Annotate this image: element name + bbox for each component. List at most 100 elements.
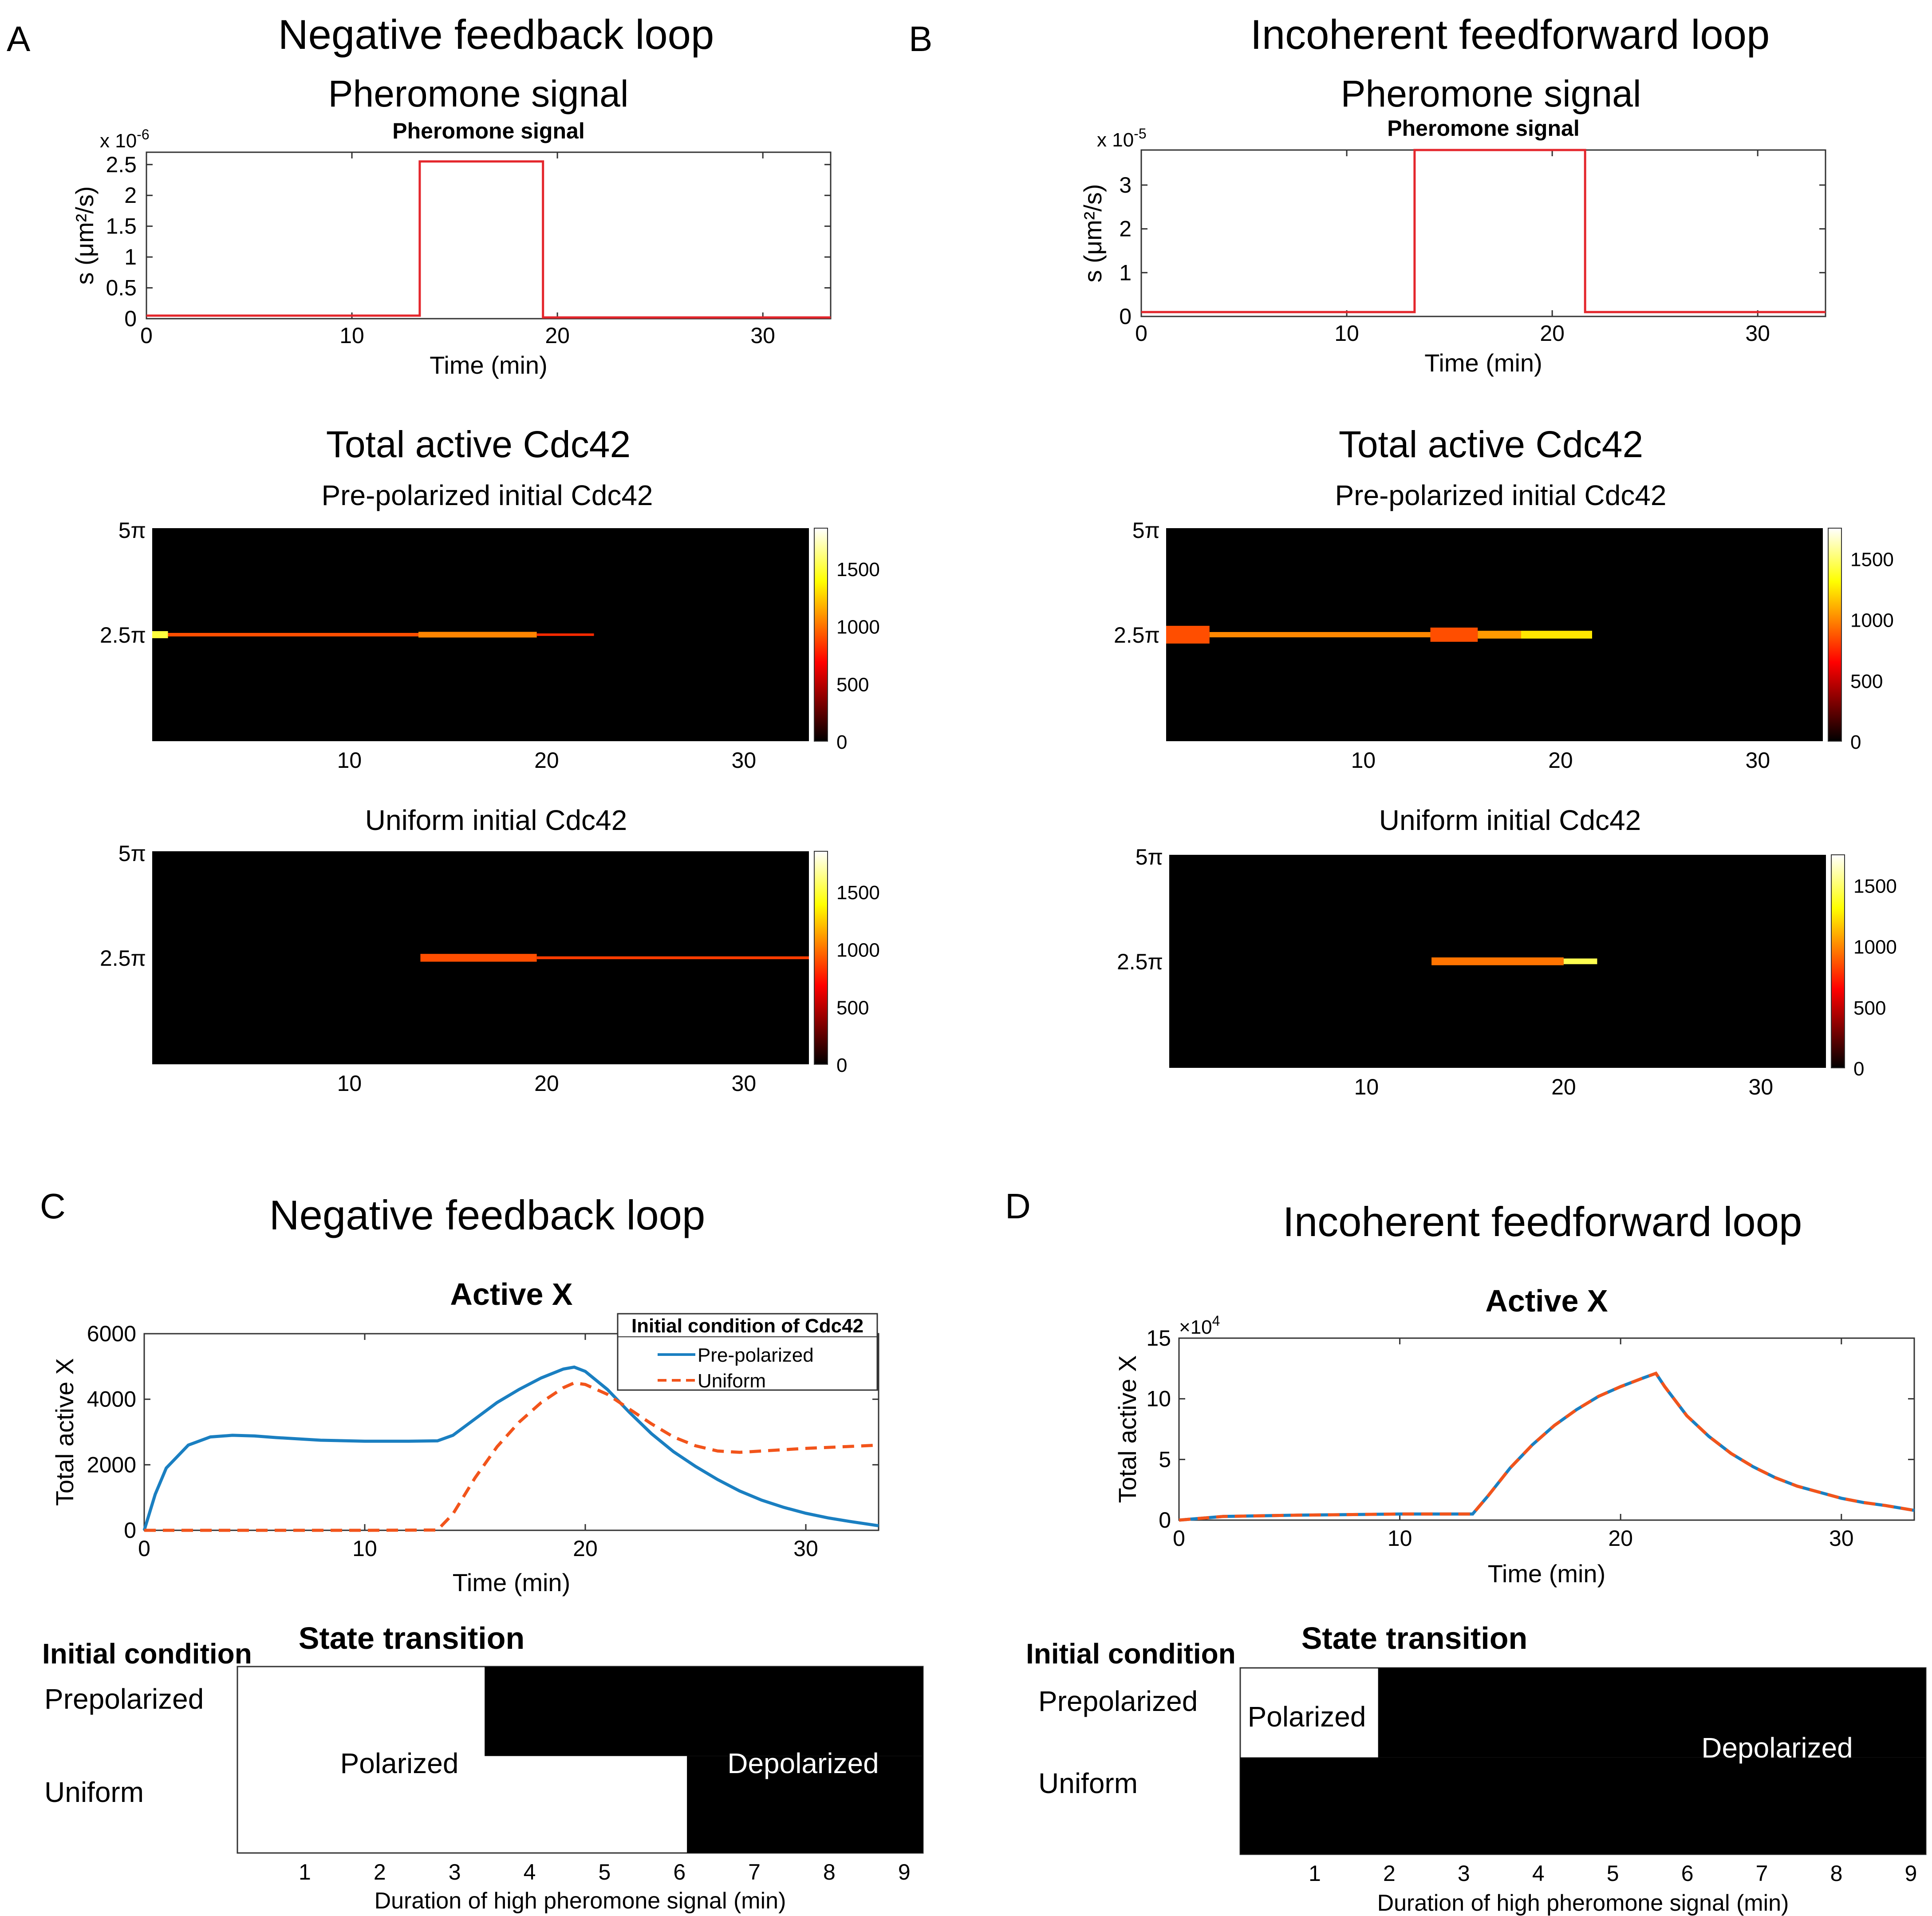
x-tick-label: 10	[339, 323, 364, 348]
heatmap-band-segment	[1563, 958, 1597, 964]
state-title: State transition	[299, 1621, 525, 1655]
x-tick-label: 0	[1135, 321, 1147, 346]
total-cdc42-title-a: Total active Cdc42	[326, 423, 631, 465]
colorbar-tick-label: 1000	[1850, 610, 1894, 632]
colorbar-tick-label: 1500	[836, 882, 880, 904]
polarized-label: Polarized	[340, 1747, 459, 1779]
x-axis-label: Duration of high pheromone signal (min)	[1377, 1890, 1789, 1916]
x-axis-label: Time (min)	[1488, 1560, 1605, 1588]
x-tick-label: 0	[138, 1536, 150, 1561]
depolarized-label: Depolarized	[1701, 1732, 1853, 1764]
heatmap-band-segment	[536, 956, 809, 960]
row-label-uniform: Uniform	[1038, 1767, 1138, 1799]
x-tick-label: 1	[1309, 1861, 1321, 1886]
x-tick-label: 10	[1388, 1526, 1412, 1551]
series-line-signal	[1141, 149, 1826, 313]
heatmap-band-segment	[1209, 632, 1431, 637]
heatmap-band-segment	[420, 954, 537, 962]
heatmap-band-segment	[152, 631, 168, 638]
y-axis-label: s (μm²/s)	[1079, 184, 1107, 283]
panel-title-d: Incoherent feedforward loop	[1283, 1198, 1802, 1245]
y-tick-label: 4000	[87, 1387, 136, 1412]
row-label-prepolarized: Prepolarized	[44, 1683, 204, 1715]
legend-title: Initial condition of Cdc42	[631, 1315, 863, 1337]
y-tick-label-mid: 2.5π	[100, 623, 146, 648]
x-tick-label: 20	[1548, 748, 1573, 773]
chart-c-active-x: 0 10 20 30 0 2000 4000 6000 Active X Time (min) To…	[51, 1277, 879, 1596]
y-tick-label: 0.5	[106, 276, 137, 300]
x-tick-label: 4	[524, 1860, 536, 1884]
x-tick-label: 10	[1354, 1075, 1379, 1099]
x-axis-label: Duration of high pheromone signal (min)	[375, 1888, 786, 1914]
chart-a-heatmap-pre-polarized: 10 20 30 5π 2.5π 0 500 1000 1500	[100, 518, 880, 773]
y-tick-label: 15	[1146, 1326, 1171, 1351]
series-line-signal	[146, 160, 831, 319]
y-tick-label-top: 5π	[1132, 518, 1160, 543]
x-tick-label: 30	[1829, 1526, 1854, 1551]
colorbar-tick-label: 0	[1853, 1058, 1864, 1080]
colorbar	[1831, 854, 1845, 1068]
y-tick-label-top: 5π	[1136, 845, 1163, 869]
x-tick-label: 9	[1905, 1861, 1917, 1886]
y-tick-label: 0	[124, 1518, 136, 1543]
heatmap-band-segment	[1166, 626, 1210, 644]
x-tick-label: 10	[352, 1536, 377, 1561]
x-tick-label: 10	[1351, 748, 1376, 773]
legend-entry-pre-polarized: Pre-polarized	[698, 1344, 814, 1366]
y-tick-label: 5	[1159, 1447, 1171, 1472]
legend-entry-uniform: Uniform	[698, 1370, 766, 1392]
y-tick-label: 1	[124, 245, 137, 269]
y-axis-label: Total active X	[1113, 1355, 1141, 1503]
panel-title-c: Negative feedback loop	[269, 1192, 705, 1238]
colorbar-tick-label: 500	[836, 674, 869, 695]
polarized-label: Polarized	[1248, 1701, 1366, 1733]
heatmap-band-segment	[1521, 631, 1592, 639]
y-tick-label: 2	[124, 183, 137, 208]
x-tick-label: 3	[449, 1860, 461, 1884]
x-tick-label: 5	[598, 1860, 611, 1884]
x-tick-label: 20	[1551, 1075, 1576, 1099]
heatmap-band-segment	[536, 633, 594, 636]
chart-title: Pheromone signal	[1387, 116, 1579, 141]
colorbar	[1828, 528, 1842, 742]
uniform-title-b: Uniform initial Cdc42	[1379, 804, 1641, 836]
panel-letter-c: C	[40, 1186, 66, 1226]
colorbar-tick-label: 500	[836, 997, 869, 1019]
pheromone-section-title-b: Pheromone signal	[1341, 73, 1641, 115]
x-tick-label: 7	[1756, 1861, 1768, 1886]
x-tick-label: 30	[732, 1071, 757, 1096]
y-tick-label-top: 5π	[118, 518, 146, 543]
pre-polarized-title-b: Pre-polarized initial Cdc42	[1335, 479, 1666, 511]
colorbar	[814, 851, 828, 1065]
heatmap-band-segment	[418, 632, 537, 638]
heatmap-band-segment	[1431, 957, 1564, 965]
x-tick-label: 20	[534, 1071, 559, 1096]
row-header: Initial condition	[42, 1638, 252, 1670]
panel-title-b: Incoherent feedforward loop	[1250, 11, 1770, 58]
exponent-label: ×104	[1179, 1313, 1220, 1338]
total-cdc42-title-b: Total active Cdc42	[1339, 423, 1643, 465]
chart-b-pheromone: 0 10 20 30 0 1 2 3 Pheromone signal Time (min) s (…	[1079, 116, 1826, 377]
x-axis-label: Time (min)	[453, 1568, 570, 1596]
x-tick-label: 10	[1334, 321, 1359, 346]
y-axis-label: Total active X	[51, 1358, 79, 1506]
x-tick-label: 20	[545, 323, 570, 348]
colorbar-tick-label: 1000	[836, 940, 880, 961]
y-tick-label: 0	[1119, 304, 1132, 329]
y-tick-label: 2.5	[106, 152, 137, 177]
x-tick-label: 1	[299, 1860, 311, 1884]
panel-letter-a: A	[7, 19, 31, 59]
chart-b-heatmap-uniform: 10 20 30 5π 2.5π 0 500 1000 1500	[1117, 845, 1897, 1099]
x-axis-label: Time (min)	[430, 351, 547, 379]
colorbar	[814, 528, 828, 742]
y-tick-label: 1	[1119, 260, 1132, 285]
x-tick-label: 20	[534, 748, 559, 773]
heatmap-band-segment	[168, 633, 418, 636]
chart-title: Active X	[450, 1277, 573, 1312]
heatmap-band-segment	[1478, 631, 1521, 639]
y-tick-label-top: 5π	[118, 841, 146, 866]
depolarized-region-prepolarized	[1378, 1668, 1926, 1758]
plot-area	[146, 151, 832, 320]
x-tick-label: 10	[337, 1071, 362, 1096]
